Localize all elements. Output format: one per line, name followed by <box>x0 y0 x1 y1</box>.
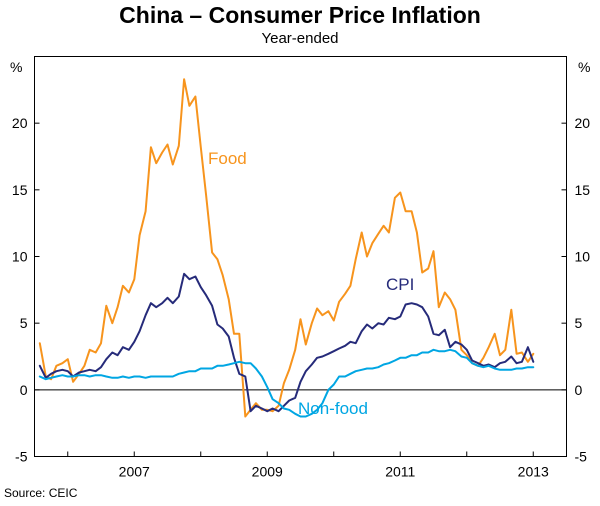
y-tick-label-right: 20 <box>575 115 591 131</box>
y-tick-label-left: 5 <box>20 315 28 331</box>
y-tick-label-right: 15 <box>575 182 591 198</box>
chart-title: China – Consumer Price Inflation <box>119 2 481 28</box>
x-tick-label: 2009 <box>252 464 283 480</box>
plot-frame <box>34 56 567 457</box>
x-tick-label: 2011 <box>385 464 415 480</box>
y-tick-label-right: 10 <box>575 249 591 265</box>
series-label-cpi: CPI <box>386 275 414 294</box>
series-lines <box>38 78 535 418</box>
series-line-food <box>38 78 535 418</box>
y-tick-label-right: 5 <box>575 315 583 331</box>
y-tick-label-left: 15 <box>12 182 28 198</box>
y-tick-label-right: -5 <box>575 449 588 465</box>
y-tick-label-left: -5 <box>15 449 28 465</box>
chart-subtitle: Year-ended <box>261 30 339 47</box>
y-axis-unit-left: % <box>10 59 22 75</box>
y-tick-label-left: 20 <box>12 115 28 131</box>
series-label-non-food: Non-food <box>298 399 368 418</box>
y-tick-label-left: 10 <box>12 249 28 265</box>
series-line-non-food <box>38 348 535 418</box>
y-axis-unit-right: % <box>578 59 590 75</box>
y-tick-label-right: 0 <box>575 382 583 398</box>
x-tick-label: 2013 <box>518 464 549 480</box>
source-note: Source: CEIC <box>4 486 78 500</box>
axis-ticks: -5 -5 0 0 5 5 10 10 15 15 20 20 2007 2009 2011 2013 <box>12 115 590 479</box>
series-line-cpi <box>38 272 535 413</box>
series-label-food: Food <box>208 149 247 168</box>
y-tick-label-left: 0 <box>20 382 28 398</box>
x-tick-label: 2007 <box>119 464 150 480</box>
